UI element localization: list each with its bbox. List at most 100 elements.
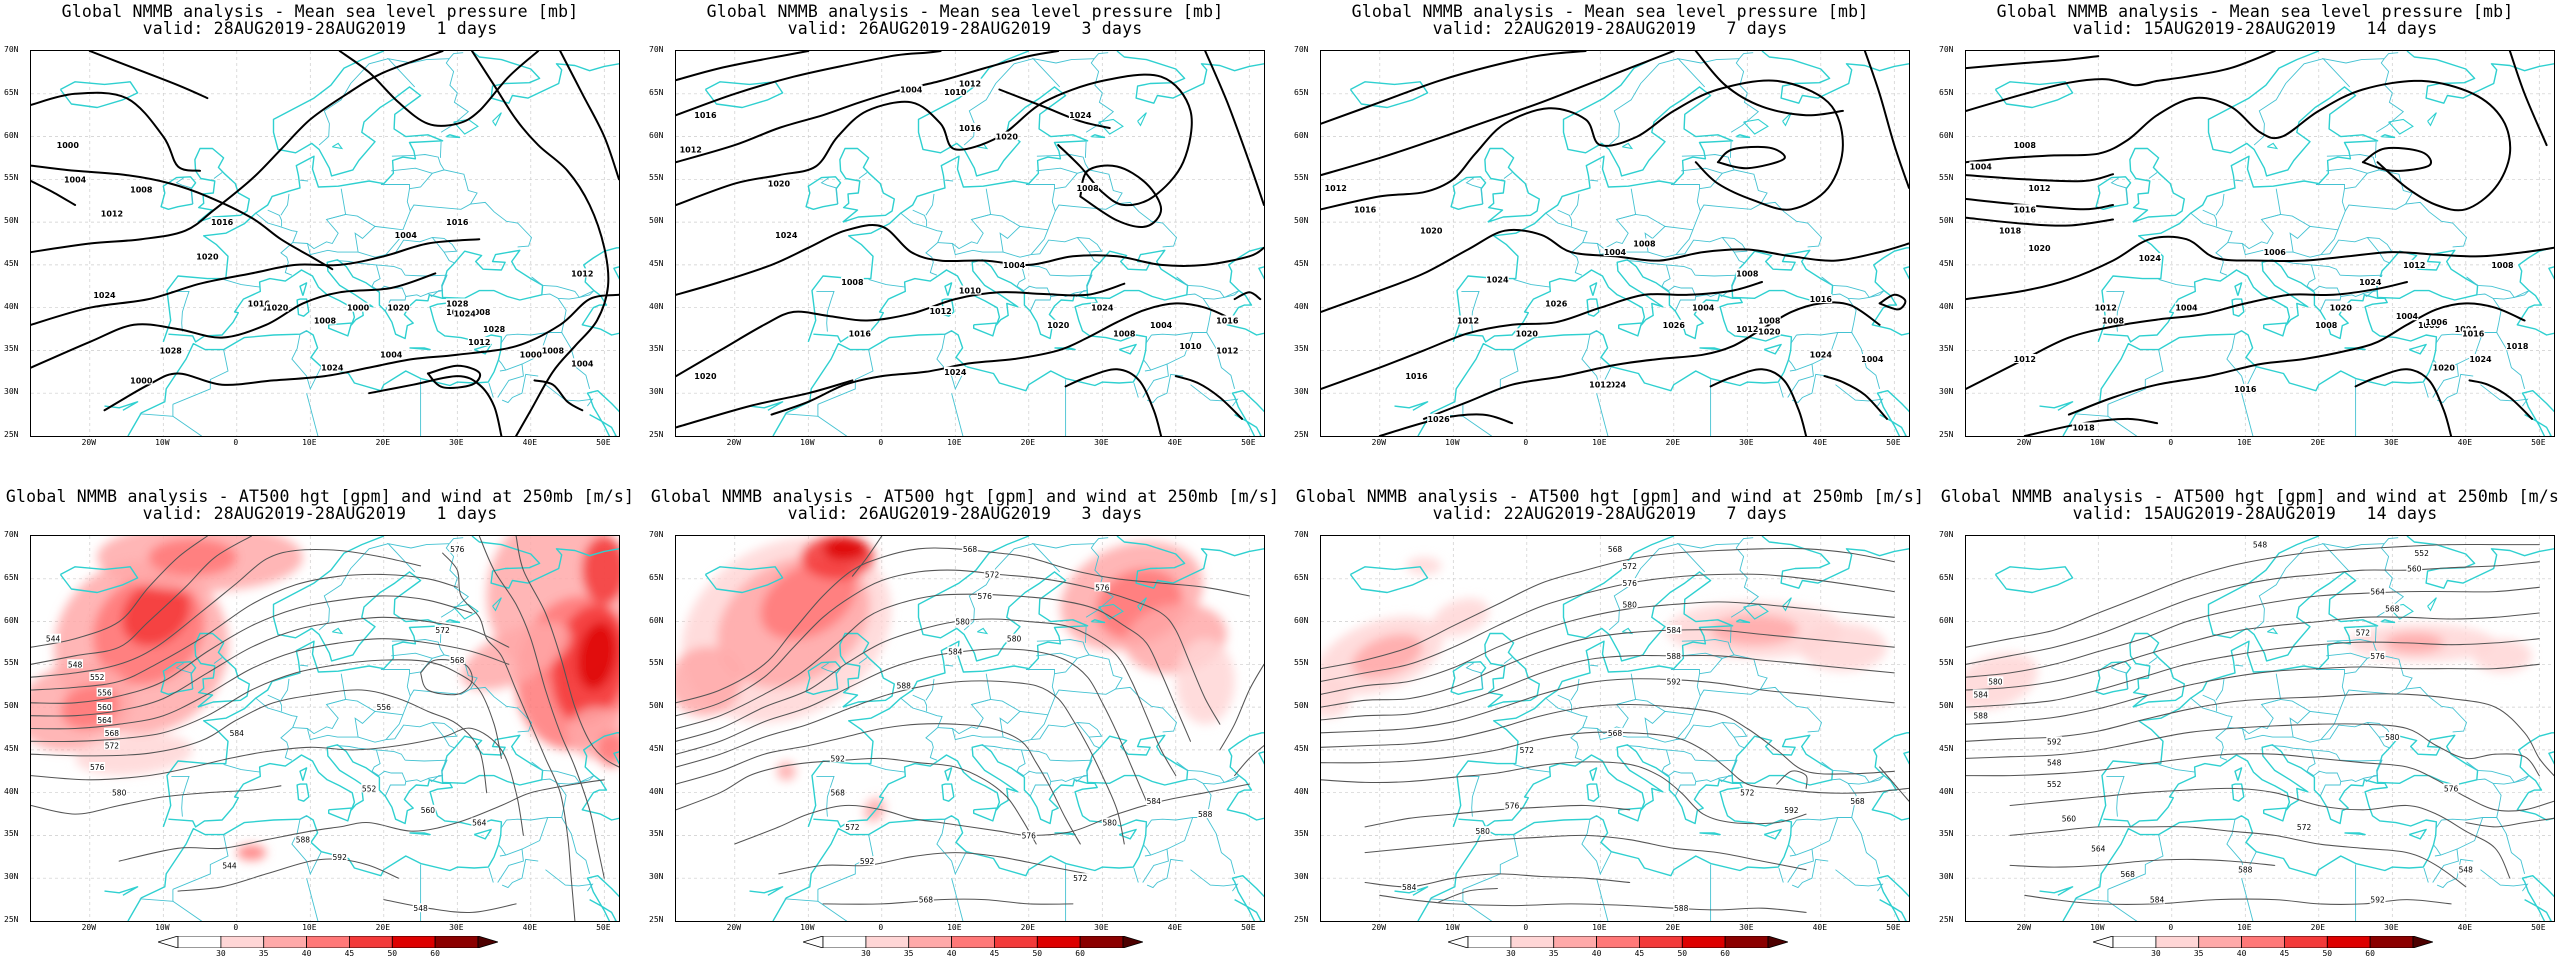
contour-label: 1024	[454, 310, 477, 319]
border-line	[579, 290, 595, 298]
contour-label-bg	[2094, 302, 2118, 312]
longitude-label: 10W	[155, 923, 170, 932]
border-line	[1503, 657, 1513, 664]
colorbar-tick-label: 40	[946, 949, 957, 958]
contour-label: 1016	[211, 218, 234, 227]
contour-label: 1004	[1604, 248, 1627, 257]
contour-label: 552	[362, 784, 377, 793]
contour-label: 1012	[1736, 325, 1758, 334]
longitude-label: 20W	[726, 923, 742, 932]
height-contour	[383, 899, 517, 914]
isobar	[676, 51, 810, 82]
border-line	[2496, 817, 2526, 875]
colorbar-swatches	[158, 936, 498, 948]
contour-label: 1016	[446, 218, 469, 227]
longitude-label: 30E	[449, 923, 464, 932]
contour-label: 584	[230, 729, 245, 738]
colorbar-swatch	[1681, 936, 1726, 948]
colorbar-swatches	[2093, 936, 2433, 948]
lake-outline	[1782, 597, 1792, 612]
border-line	[2202, 694, 2218, 712]
border-line	[1031, 543, 1095, 573]
latitude-label: 55N	[649, 658, 664, 668]
panel-valid-line: valid: 28AUG2019-28AUG2019 1 days	[142, 504, 498, 523]
isobar	[31, 272, 437, 369]
border-line	[499, 848, 523, 857]
colorbar-tick-label: 50	[387, 949, 398, 958]
contour-label: 544	[46, 635, 61, 644]
latitude-label: 40N	[1294, 786, 1309, 796]
wind-colorbar: 30 35 40 45 50 60	[803, 936, 1143, 962]
contour-label: 572	[1623, 562, 1638, 571]
border-line	[175, 177, 194, 205]
contour-label-bg	[2355, 627, 2371, 637]
contour-label: 576	[450, 545, 465, 554]
border-line	[944, 179, 954, 182]
country-borders	[2074, 537, 2530, 921]
latitude-label: 35N	[1294, 829, 1309, 839]
contour-label: 1016	[694, 111, 717, 120]
jet-core-area	[1966, 652, 2038, 710]
contour-label-bg	[954, 616, 971, 626]
hgt-wind-map-panel: Global NMMB analysis - AT500 hgt [gpm] a…	[1290, 485, 1930, 965]
border-line	[1699, 201, 1823, 248]
contour-label: 572	[845, 823, 860, 832]
panel-title: Global NMMB analysis - Mean sea level pr…	[1935, 3, 2560, 37]
contour-label-bg	[1002, 259, 1026, 269]
height-contour	[1966, 663, 2540, 725]
border-line	[1570, 193, 1580, 216]
border-line	[925, 678, 935, 701]
latitude-label: 50N	[649, 701, 664, 711]
contour-label-bg	[1621, 578, 1638, 588]
height-contour	[1364, 834, 1807, 871]
contour-label-bg	[100, 208, 124, 218]
border-line	[1021, 264, 1051, 276]
border-line	[280, 193, 290, 216]
longitude-label: 0	[233, 438, 239, 447]
jet-core-area	[760, 560, 856, 640]
border-line	[2383, 52, 2399, 59]
latitude-label: 45N	[4, 743, 19, 753]
border-line	[1676, 543, 1740, 573]
border-line	[175, 662, 194, 690]
coastline	[409, 832, 431, 836]
border-line	[1666, 749, 1696, 761]
isobar	[1233, 291, 1262, 301]
contour-label: 1026	[1545, 299, 1568, 308]
contour-label: 552	[2047, 780, 2062, 789]
height-contour	[31, 536, 208, 648]
height-contour	[1966, 612, 2540, 691]
contour-label-bg	[2296, 821, 2312, 831]
longitude-label: 20E	[2310, 923, 2326, 932]
contour-label-bg	[1757, 326, 1781, 336]
contour-label: 1028	[160, 346, 183, 355]
colorbar-swatch	[1596, 936, 1640, 948]
jet-core-area	[236, 844, 267, 861]
contour-label-bg	[2369, 586, 2386, 596]
contour-label: 568	[1608, 729, 1623, 738]
border-line	[561, 332, 591, 390]
latitude-label: 45N	[4, 258, 19, 268]
border-line	[498, 844, 507, 856]
longitude-label: 50E	[596, 923, 611, 932]
border-line	[1596, 393, 1609, 436]
border-line	[951, 393, 964, 436]
border-line	[448, 52, 464, 59]
border-line	[1133, 382, 1139, 398]
longitude-label: 50E	[1241, 438, 1256, 447]
contour-label: 1016	[1216, 317, 1239, 326]
border-line	[2344, 654, 2413, 690]
contour-label-bg	[2028, 182, 2051, 192]
border-line	[2234, 664, 2244, 667]
coastline	[441, 249, 544, 301]
colorbar-tick-label: 45	[2279, 949, 2290, 958]
border-line	[2326, 652, 2368, 659]
colorbar-swatch	[1079, 936, 1124, 948]
latitude-label: 65N	[1939, 87, 1954, 97]
contour-label-bg	[1515, 328, 1539, 338]
border-line	[501, 373, 539, 404]
contour-label-bg	[943, 87, 967, 97]
graticule	[1966, 51, 2554, 436]
border-line	[1151, 298, 1212, 336]
isobar	[1422, 301, 1881, 420]
